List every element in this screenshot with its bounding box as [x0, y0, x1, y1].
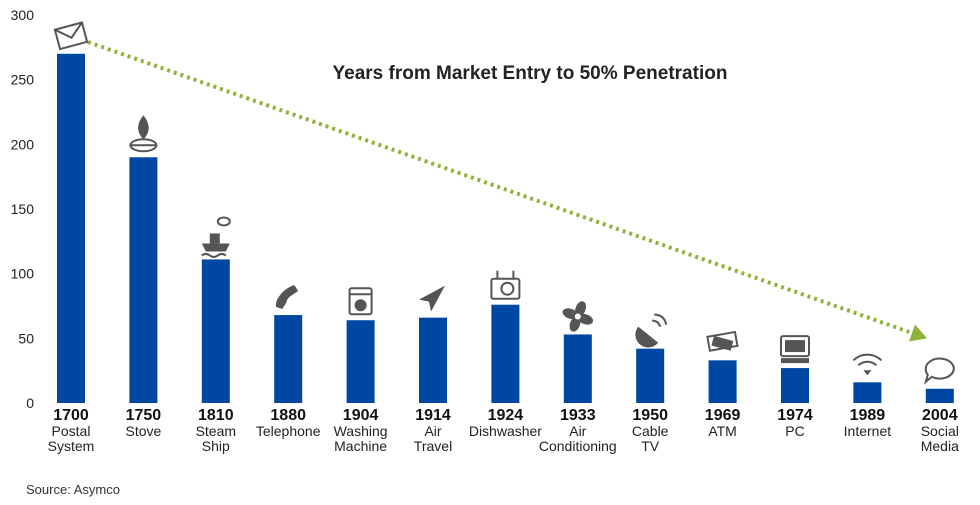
telephone-icon — [275, 285, 299, 310]
steamship-icon — [201, 216, 231, 258]
x-tick-label: Internet — [844, 423, 892, 439]
x-tick-label: Social — [921, 423, 959, 439]
x-tick-label: ATM — [708, 423, 737, 439]
x-tick-year: 1904 — [343, 407, 379, 424]
bar-1924 — [491, 304, 520, 403]
bar-1969 — [708, 360, 737, 403]
x-tick-year: 1969 — [705, 407, 741, 424]
trend-arrowhead — [909, 324, 928, 342]
chart-title: Years from Market Entry to 50% Penetrati… — [333, 63, 728, 84]
bar-1880 — [274, 315, 303, 403]
x-tick-label: Dishwasher — [469, 423, 542, 439]
x-tick-year: 1974 — [777, 407, 813, 424]
x-tick-label: Air — [424, 423, 441, 439]
bar-1750 — [129, 157, 158, 403]
x-tick-year: 1880 — [270, 407, 306, 424]
x-tick-label: Travel — [414, 438, 452, 454]
washing-machine-icon — [348, 287, 373, 316]
paper-plane-icon — [419, 285, 445, 312]
y-axis: 0 50 100 150 200 250 300 — [11, 7, 35, 411]
x-tick-year: 1989 — [850, 407, 886, 424]
dishwasher-icon — [490, 270, 521, 300]
x-tick-label: Machine — [334, 438, 387, 454]
trend-arrow — [87, 40, 928, 342]
trend-line — [87, 40, 913, 335]
x-tick-year: 1750 — [126, 407, 162, 424]
y-tick-label: 150 — [11, 201, 35, 217]
wifi-icon — [852, 353, 883, 376]
bars — [57, 53, 954, 404]
speech-bubble-icon — [923, 357, 955, 385]
bar-1700 — [57, 53, 85, 404]
x-tick-label: System — [48, 438, 95, 454]
x-tick-year: 1933 — [560, 407, 596, 424]
x-tick-year: 1700 — [53, 407, 89, 424]
x-tick-label: Conditioning — [539, 438, 617, 454]
icons — [53, 21, 955, 385]
x-tick-label: Postal — [52, 423, 91, 439]
bar-1914 — [419, 317, 447, 403]
x-tick-label: Telephone — [256, 423, 321, 439]
computer-icon — [780, 335, 810, 364]
x-tick-year: 2004 — [922, 407, 958, 424]
x-tick-label: Media — [921, 438, 959, 454]
x-tick-year: 1950 — [632, 407, 668, 424]
x-tick-label: TV — [641, 438, 660, 454]
x-tick-label: Steam — [196, 423, 236, 439]
x-tick-label: Washing — [334, 423, 388, 439]
bar-1950 — [636, 348, 665, 403]
bar-1904 — [346, 320, 375, 403]
fan-icon — [562, 301, 594, 332]
envelope-icon — [53, 21, 89, 51]
y-tick-label: 250 — [11, 72, 35, 88]
x-tick-label: Stove — [125, 423, 161, 439]
y-tick-label: 50 — [18, 330, 34, 346]
y-tick-label: 200 — [11, 136, 35, 152]
x-tick-year: 1924 — [488, 407, 524, 424]
x-tick-year: 1914 — [415, 407, 451, 424]
x-tick-label: Air — [569, 423, 586, 439]
x-tick-label: Ship — [202, 438, 230, 454]
x-tick-label: Cable — [632, 423, 669, 439]
y-tick-label: 300 — [11, 7, 35, 23]
bar-1974 — [781, 368, 809, 403]
bar-1989 — [853, 382, 882, 403]
y-tick-label: 0 — [26, 395, 34, 411]
x-tick-label: PC — [785, 423, 804, 439]
source-note: Source: Asymco — [26, 482, 120, 497]
bar-2004 — [925, 388, 954, 403]
bar-1933 — [563, 334, 592, 403]
stove-flame-icon — [129, 115, 158, 153]
x-tick-year: 1810 — [198, 407, 234, 424]
satellite-dish-icon — [635, 313, 668, 348]
bar-1810 — [201, 259, 230, 403]
y-tick-label: 100 — [11, 266, 35, 282]
atm-cash-icon — [706, 330, 739, 352]
